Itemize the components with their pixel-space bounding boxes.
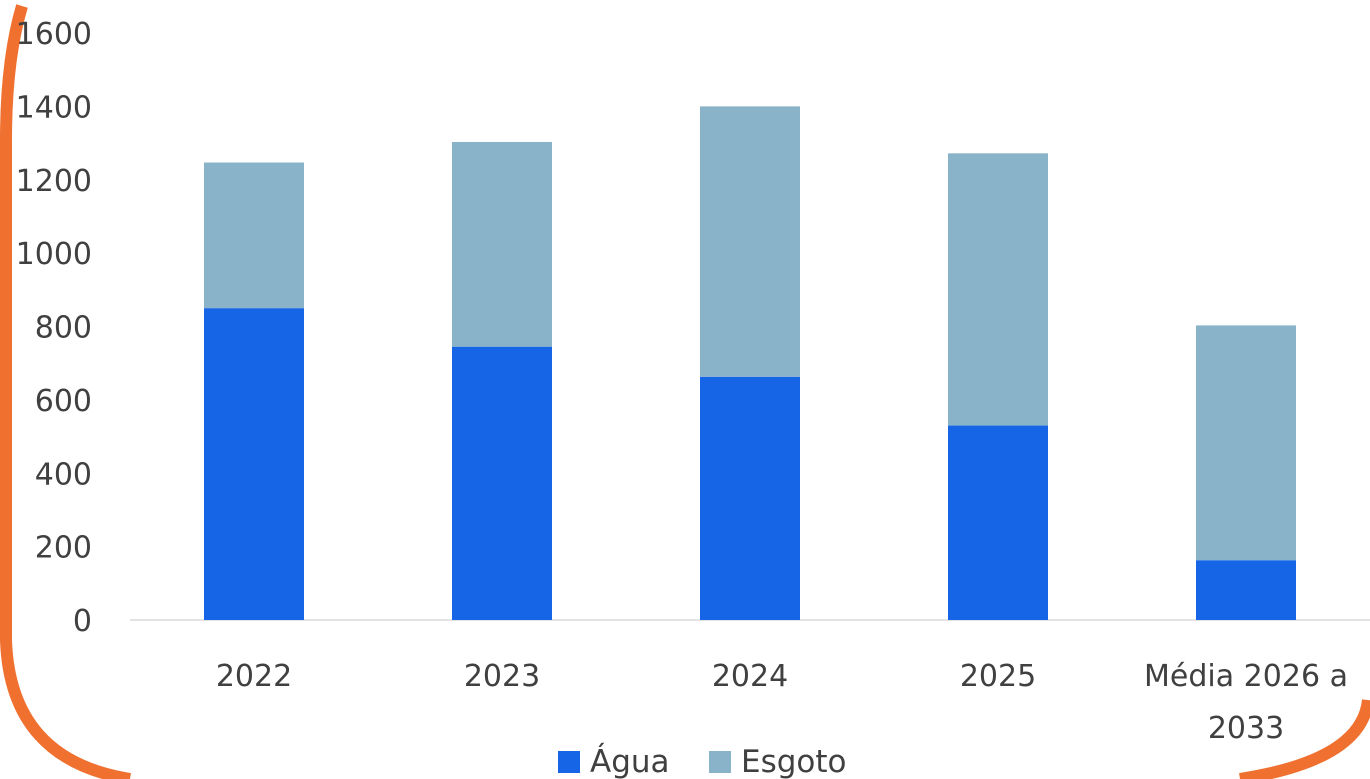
legend-label-agua: Água xyxy=(590,744,670,779)
y-axis: 0 200 400 600 800 1000 1200 1400 1600 xyxy=(16,17,92,639)
x-tick-label: 2033 xyxy=(1208,711,1284,746)
bar-agua-1 xyxy=(452,346,552,620)
x-tick-label: 2025 xyxy=(960,659,1036,694)
x-tick-label: 2022 xyxy=(216,659,292,694)
legend-swatch-esgoto xyxy=(709,751,731,773)
bar-agua-2 xyxy=(700,376,800,620)
y-tick-label: 1000 xyxy=(16,237,92,272)
bar-esgoto-1 xyxy=(452,141,552,347)
x-axis: 2022 2023 2024 2025 Média 2026 a 2033 xyxy=(216,659,1348,746)
y-tick-label: 600 xyxy=(35,384,92,419)
y-tick-label: 1600 xyxy=(16,17,92,52)
bar-agua-3 xyxy=(948,425,1048,620)
x-tick-label: 2024 xyxy=(712,659,788,694)
y-tick-label: 200 xyxy=(35,531,92,566)
orange-frame-border xyxy=(0,4,1370,779)
y-tick-label: 800 xyxy=(35,311,92,346)
y-tick-label: 0 xyxy=(73,604,92,639)
bar-esgoto-2 xyxy=(700,106,800,377)
bar-agua-4 xyxy=(1196,560,1296,620)
legend: Água Esgoto xyxy=(558,744,847,779)
bar-esgoto-3 xyxy=(948,153,1048,426)
legend-swatch-agua xyxy=(558,751,580,773)
y-tick-label: 1200 xyxy=(16,164,92,199)
y-tick-label: 400 xyxy=(35,457,92,492)
bar-agua-0 xyxy=(204,308,304,620)
x-tick-label: 2023 xyxy=(464,659,540,694)
bar-series-group xyxy=(204,106,1296,620)
x-tick-label: Média 2026 a xyxy=(1144,659,1348,694)
bar-esgoto-0 xyxy=(204,162,304,309)
legend-label-esgoto: Esgoto xyxy=(741,744,847,779)
bar-esgoto-4 xyxy=(1196,325,1296,561)
y-tick-label: 1400 xyxy=(16,90,92,125)
